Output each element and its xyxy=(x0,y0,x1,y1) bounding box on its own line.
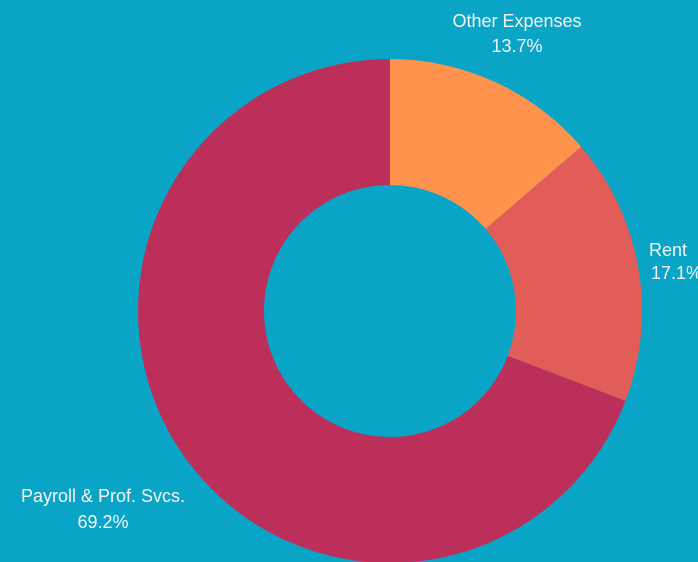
slice-label-payroll-prof-svcs: Payroll & Prof. Svcs. xyxy=(21,486,185,506)
slice-value-other-expenses: 13.7% xyxy=(491,36,542,56)
slice-label-rent: Rent xyxy=(649,240,687,260)
slice-value-rent: 17.1% xyxy=(651,263,698,283)
slice-label-other-expenses: Other Expenses xyxy=(452,11,581,31)
slice-value-payroll-prof-svcs: 69.2% xyxy=(77,512,128,532)
donut-hole xyxy=(264,185,516,437)
slice-rent xyxy=(390,146,643,401)
